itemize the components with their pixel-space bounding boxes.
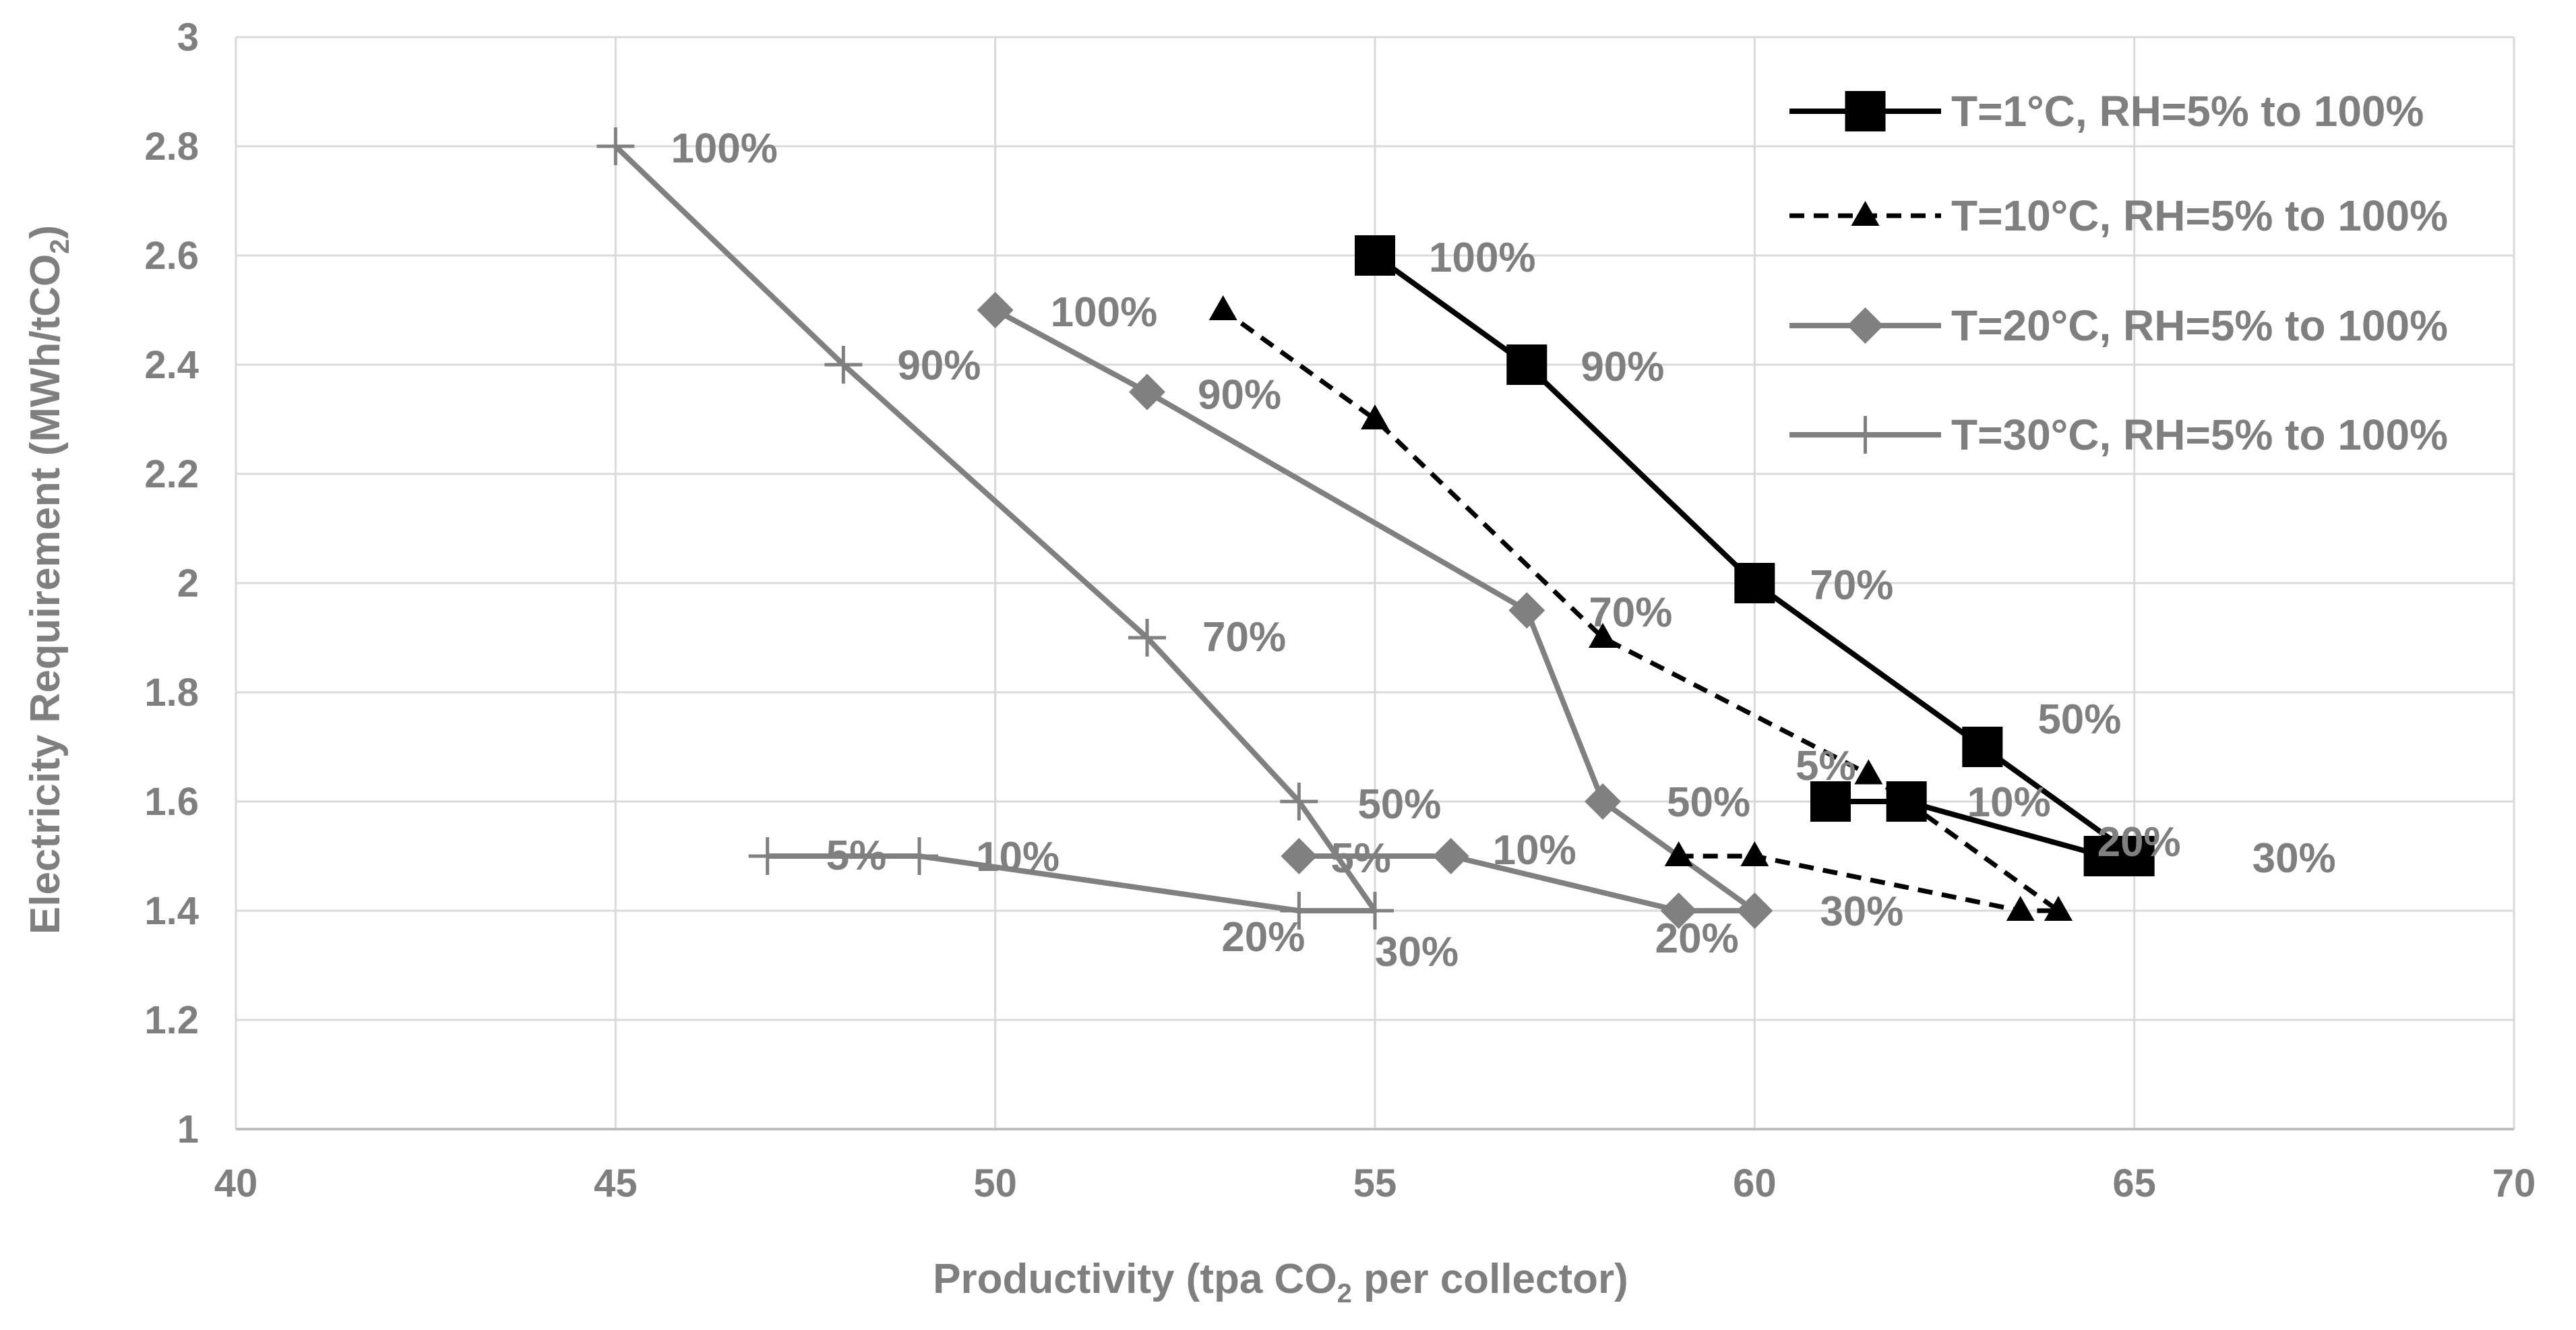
data-label: 100% bbox=[671, 125, 778, 172]
data-point-s1 bbox=[1355, 235, 1395, 276]
data-point-s2 bbox=[2044, 896, 2073, 921]
data-point-s3 bbox=[1660, 893, 1697, 929]
y-tick-label: 2 bbox=[177, 562, 199, 605]
data-point-s3 bbox=[1736, 893, 1773, 929]
data-point-s2 bbox=[2006, 896, 2035, 921]
axes: 1 1.2 1.4 1.6 1.8 2 2.2 2.4 2.6 2.8 3 40 45 50 55 60 65 7… bbox=[144, 16, 2536, 1205]
y-tick-label: 2.8 bbox=[144, 125, 199, 169]
data-label: 30% bbox=[1820, 888, 1903, 935]
data-point-s3 bbox=[1585, 783, 1621, 820]
data-point-s2 bbox=[1664, 841, 1693, 866]
legend-label-1: T=1°C, RH=5% to 100% bbox=[1951, 87, 2424, 135]
series-line-1 bbox=[1373, 253, 2137, 859]
y-tick-label: 1.4 bbox=[144, 889, 199, 933]
data-label: 10% bbox=[976, 834, 1060, 880]
data-label: 70% bbox=[1202, 614, 1286, 661]
data-point-s4 bbox=[824, 346, 863, 384]
gridlines bbox=[235, 36, 2515, 1130]
data-point-s4 bbox=[748, 837, 787, 875]
y-tick-label: 1.2 bbox=[144, 998, 199, 1042]
x-tick-label: 70 bbox=[2492, 1161, 2536, 1205]
data-point-s1 bbox=[1962, 727, 2003, 767]
data-label: 50% bbox=[2037, 696, 2121, 743]
data-point-s4 bbox=[596, 127, 635, 165]
data-label: 100% bbox=[1051, 289, 1158, 336]
data-point-s2 bbox=[1740, 841, 1769, 866]
data-point-s4 bbox=[1356, 892, 1394, 930]
data-label: 70% bbox=[1589, 590, 1672, 636]
y-tick-label: 2.6 bbox=[144, 234, 199, 278]
data-point-s2 bbox=[1854, 759, 1883, 785]
legend-marker-2 bbox=[1851, 201, 1880, 226]
x-tick-label: 50 bbox=[973, 1161, 1017, 1205]
data-label: 5% bbox=[826, 833, 887, 879]
legend-label-4: T=30°C, RH=5% to 100% bbox=[1951, 411, 2448, 459]
data-label: 90% bbox=[1581, 344, 1664, 390]
data-point-s4 bbox=[900, 837, 938, 875]
x-axis-title: Productivity (tpa CO2 per collector) bbox=[933, 1256, 1628, 1308]
y-tick-label: 1.6 bbox=[144, 780, 199, 824]
y-tick-label: 1.8 bbox=[144, 671, 199, 715]
y-tick-label: 1 bbox=[177, 1108, 199, 1151]
data-label: 20% bbox=[1655, 915, 1739, 962]
data-label: 70% bbox=[1810, 562, 1893, 609]
data-label: 20% bbox=[1221, 914, 1305, 961]
series-line-4 bbox=[613, 144, 1378, 913]
x-tick-label: 60 bbox=[1733, 1161, 1777, 1205]
data-point-s3 bbox=[1508, 592, 1545, 629]
data-label: 5% bbox=[1796, 743, 1856, 789]
data-point-s2 bbox=[1208, 295, 1237, 320]
data-label: 30% bbox=[2252, 835, 2336, 882]
y-tick-label: 3 bbox=[177, 16, 199, 59]
data-point-s1 bbox=[1506, 344, 1547, 385]
legend-marker-3 bbox=[1847, 307, 1884, 344]
data-point-s4 bbox=[1280, 783, 1318, 820]
data-label: 30% bbox=[1375, 929, 1459, 975]
data-label: 100% bbox=[1429, 235, 1536, 281]
data-point-s3 bbox=[1129, 373, 1165, 411]
legend: T=1°C, RH=5% to 100% T=10°C, RH=5% to 100… bbox=[1789, 87, 2448, 459]
point-labels: 5% 10% 20% 30% 50% 70% 90% 100% 5% 10% 20% 30% 50% 70… bbox=[671, 125, 2335, 975]
data-label: 50% bbox=[1357, 781, 1441, 828]
legend-label-3: T=20°C, RH=5% to 100% bbox=[1951, 301, 2448, 350]
data-point-s4 bbox=[1280, 892, 1318, 930]
y-tick-label: 2.2 bbox=[144, 452, 199, 496]
data-point-s1 bbox=[1810, 781, 1851, 822]
y-axis-title: Electricity Requirement (MWh/tCO2) bbox=[22, 225, 75, 934]
data-label: 50% bbox=[1667, 779, 1750, 826]
data-point-s2 bbox=[1589, 623, 1617, 648]
x-tick-label: 65 bbox=[2112, 1161, 2156, 1205]
data-point-s1 bbox=[1734, 563, 1775, 603]
legend-marker-4 bbox=[1846, 416, 1884, 454]
legend-marker-1 bbox=[1845, 91, 1886, 131]
data-point-s3 bbox=[977, 292, 1014, 328]
y-tick-label: 2.4 bbox=[144, 343, 199, 387]
data-point-s3 bbox=[1432, 838, 1469, 874]
legend-label-2: T=10°C, RH=5% to 100% bbox=[1951, 191, 2448, 240]
data-label: 20% bbox=[2097, 819, 2181, 866]
data-label: 90% bbox=[897, 342, 981, 389]
data-point-s3 bbox=[1281, 838, 1318, 874]
data-label: 10% bbox=[1967, 779, 2051, 826]
x-tick-label: 55 bbox=[1353, 1161, 1397, 1205]
data-point-s4 bbox=[1128, 619, 1166, 657]
data-point-s2 bbox=[1361, 404, 1389, 429]
x-tick-label: 45 bbox=[594, 1161, 638, 1205]
data-point-s1 bbox=[1886, 781, 1927, 822]
data-point-s1 bbox=[2114, 836, 2155, 876]
data-label: 5% bbox=[1330, 835, 1391, 882]
x-tick-label: 40 bbox=[214, 1161, 258, 1205]
series-markers bbox=[596, 127, 2155, 930]
data-label: 10% bbox=[1493, 827, 1576, 874]
data-label: 90% bbox=[1198, 372, 1281, 419]
